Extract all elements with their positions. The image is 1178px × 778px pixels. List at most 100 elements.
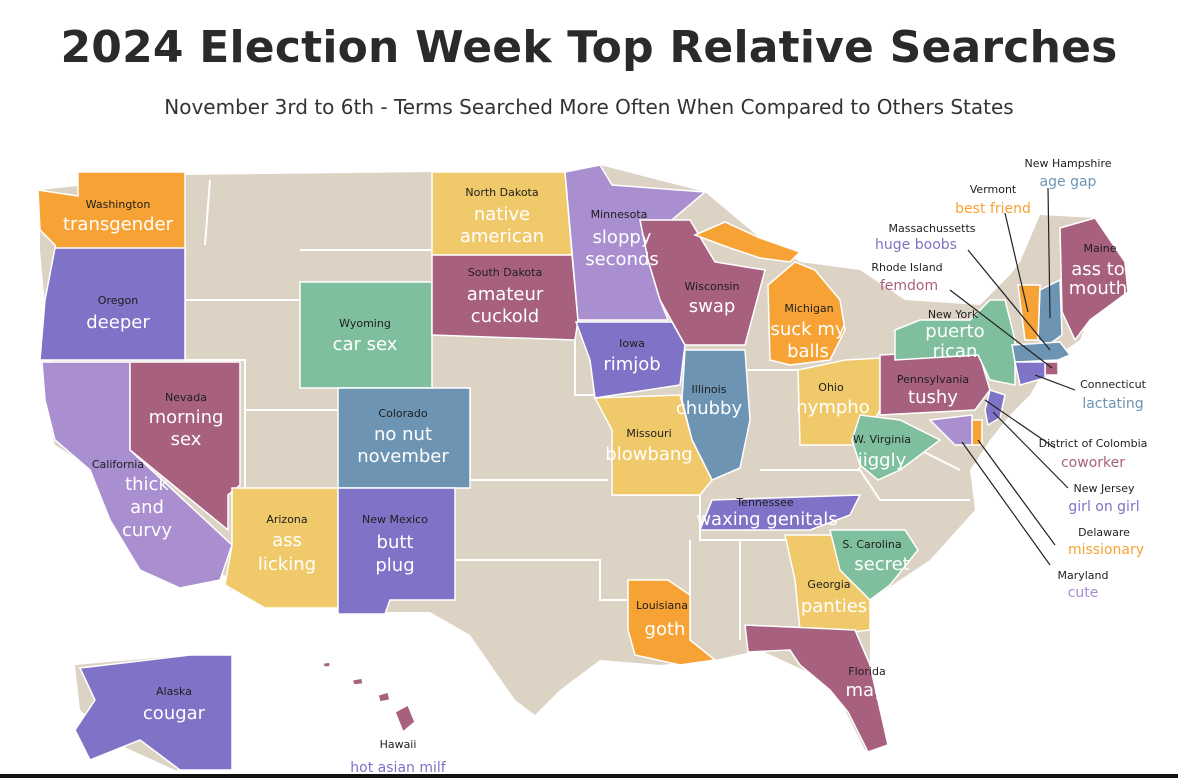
state-maine (1059, 217, 1129, 342)
label-vermont-term: best friend (955, 201, 1031, 217)
label-nevada-term-2: sex (171, 429, 202, 450)
label-pennsylvania-term: tushy (908, 387, 958, 408)
state-alaska (74, 654, 233, 771)
bottom-rule (0, 774, 1178, 778)
state-hawaii (394, 703, 416, 734)
state-hawaii-isle4 (322, 661, 331, 668)
label-connecticut-term: lactating (1082, 396, 1143, 412)
page-title: 2024 Election Week Top Relative Searches (60, 22, 1118, 73)
label-connecticut-name: Connecticut (1080, 378, 1147, 391)
state-tennessee (698, 494, 862, 531)
label-missouri-name: Missouri (626, 427, 671, 440)
label-delaware-term: missionary (1068, 542, 1144, 558)
label-south-carolina-name: S. Carolina (842, 538, 901, 551)
label-north-dakota-name: North Dakota (465, 186, 538, 199)
label-new-mexico-term-2: plug (375, 555, 414, 576)
label-california-term-3: curvy (122, 520, 172, 541)
page-subtitle: November 3rd to 6th - Terms Searched Mor… (164, 95, 1014, 119)
label-new-mexico-name: New Mexico (362, 513, 428, 526)
label-north-dakota-term-1: native (474, 204, 530, 225)
label-new-jersey-name: New Jersey (1073, 482, 1135, 495)
label-wyoming-term: car sex (333, 334, 398, 355)
label-new-york-term-1: puerto (925, 321, 984, 342)
label-new-york-name: New York (928, 308, 979, 321)
label-ohio-term: nympho (796, 397, 869, 418)
label-wisconsin-term: swap (689, 296, 736, 317)
label-georgia-term: panties (801, 596, 867, 617)
state-oregon (39, 247, 186, 361)
label-rhode-island-term: femdom (880, 278, 938, 294)
label-arizona-term-1: ass (272, 530, 302, 551)
label-michigan-term-2: balls (787, 341, 829, 362)
label-delaware-name: Delaware (1078, 526, 1130, 539)
label-massachusetts-term: huge boobs (875, 237, 957, 253)
label-washington-term: transgender (63, 214, 174, 235)
label-alaska-name: Alaska (156, 685, 192, 698)
label-maryland-term: cute (1068, 585, 1099, 601)
label-north-dakota-term-2: american (460, 226, 544, 247)
label-new-hampshire-name: New Hampshire (1024, 157, 1111, 170)
label-illinois-name: Illinois (692, 383, 727, 396)
label-georgia-name: Georgia (807, 578, 850, 591)
label-arizona-term-2: licking (258, 554, 316, 575)
label-iowa-term: rimjob (603, 354, 660, 375)
state-labels: Washington transgender Oregon deeper Cal… (63, 157, 1147, 776)
label-minnesota-name: Minnesota (591, 208, 648, 221)
state-florida (744, 624, 889, 753)
label-alaska-term: cougar (143, 703, 206, 724)
label-new-york-term-2: rican (933, 341, 978, 362)
label-nevada-term-1: morning (149, 407, 224, 428)
label-louisiana-term: goth (645, 619, 686, 640)
label-new-mexico-term-1: butt (377, 532, 414, 553)
state-missouri (593, 394, 713, 496)
label-california-term-1: thick (125, 474, 169, 495)
state-louisiana (627, 579, 717, 666)
label-washington-name: Washington (86, 198, 151, 211)
label-dc-term: coworker (1061, 455, 1125, 471)
state-south-carolina (829, 529, 919, 601)
label-minnesota-term-1: sloppy (593, 227, 652, 248)
label-maine-term-1: ass to (1071, 259, 1125, 280)
label-michigan-name: Michigan (784, 302, 833, 315)
label-south-dakota-term-2: cuckold (471, 306, 539, 327)
state-nevada (129, 361, 241, 532)
label-tennessee-term: waxing genitals (696, 509, 837, 530)
label-arizona-name: Arizona (266, 513, 307, 526)
state-hawaii-isle3 (350, 677, 364, 686)
label-rhode-island-name: Rhode Island (871, 261, 942, 274)
label-michigan-term-1: suck my (770, 319, 845, 340)
label-massachusetts-name: Massachussetts (888, 222, 975, 235)
label-colorado-term-1: no nut (374, 424, 432, 445)
label-south-dakota-name: South Dakota (468, 266, 542, 279)
state-massachusetts (1011, 341, 1072, 363)
label-wisconsin-name: Wisconsin (685, 280, 740, 293)
state-connecticut (1014, 361, 1046, 386)
label-maine-name: Maine (1083, 242, 1116, 255)
label-tennessee-name: Tennessee (735, 496, 794, 509)
state-vermont (1017, 284, 1041, 341)
label-nevada-name: Nevada (165, 391, 207, 404)
label-pennsylvania-name: Pennsylvania (897, 373, 969, 386)
label-west-virginia-term: jiggly (857, 450, 907, 471)
label-minnesota-term-2: seconds (585, 249, 659, 270)
label-ohio-name: Ohio (818, 381, 844, 394)
label-new-hampshire-term: age gap (1040, 174, 1097, 190)
label-maryland-name: Maryland (1057, 569, 1108, 582)
leader-lines (949, 187, 1076, 566)
state-michigan (767, 261, 846, 366)
state-hawaii-isle2 (377, 691, 391, 703)
label-hawaii-term: hot asian milf (350, 760, 446, 776)
label-oregon-name: Oregon (98, 294, 138, 307)
label-south-carolina-term: secret (854, 554, 910, 575)
label-new-jersey-term: girl on girl (1068, 499, 1139, 515)
label-florida-name: Florida (848, 665, 885, 678)
label-colorado-name: Colorado (378, 407, 427, 420)
label-illinois-term: chubby (676, 398, 743, 419)
label-oregon-term: deeper (86, 312, 150, 333)
label-hawaii-name: Hawaii (380, 738, 417, 751)
label-florida-term: maga (845, 680, 896, 701)
label-louisiana-name: Louisiana (636, 599, 688, 612)
state-west-virginia (851, 414, 942, 481)
label-west-virginia-name: W. Virginia (853, 433, 911, 446)
